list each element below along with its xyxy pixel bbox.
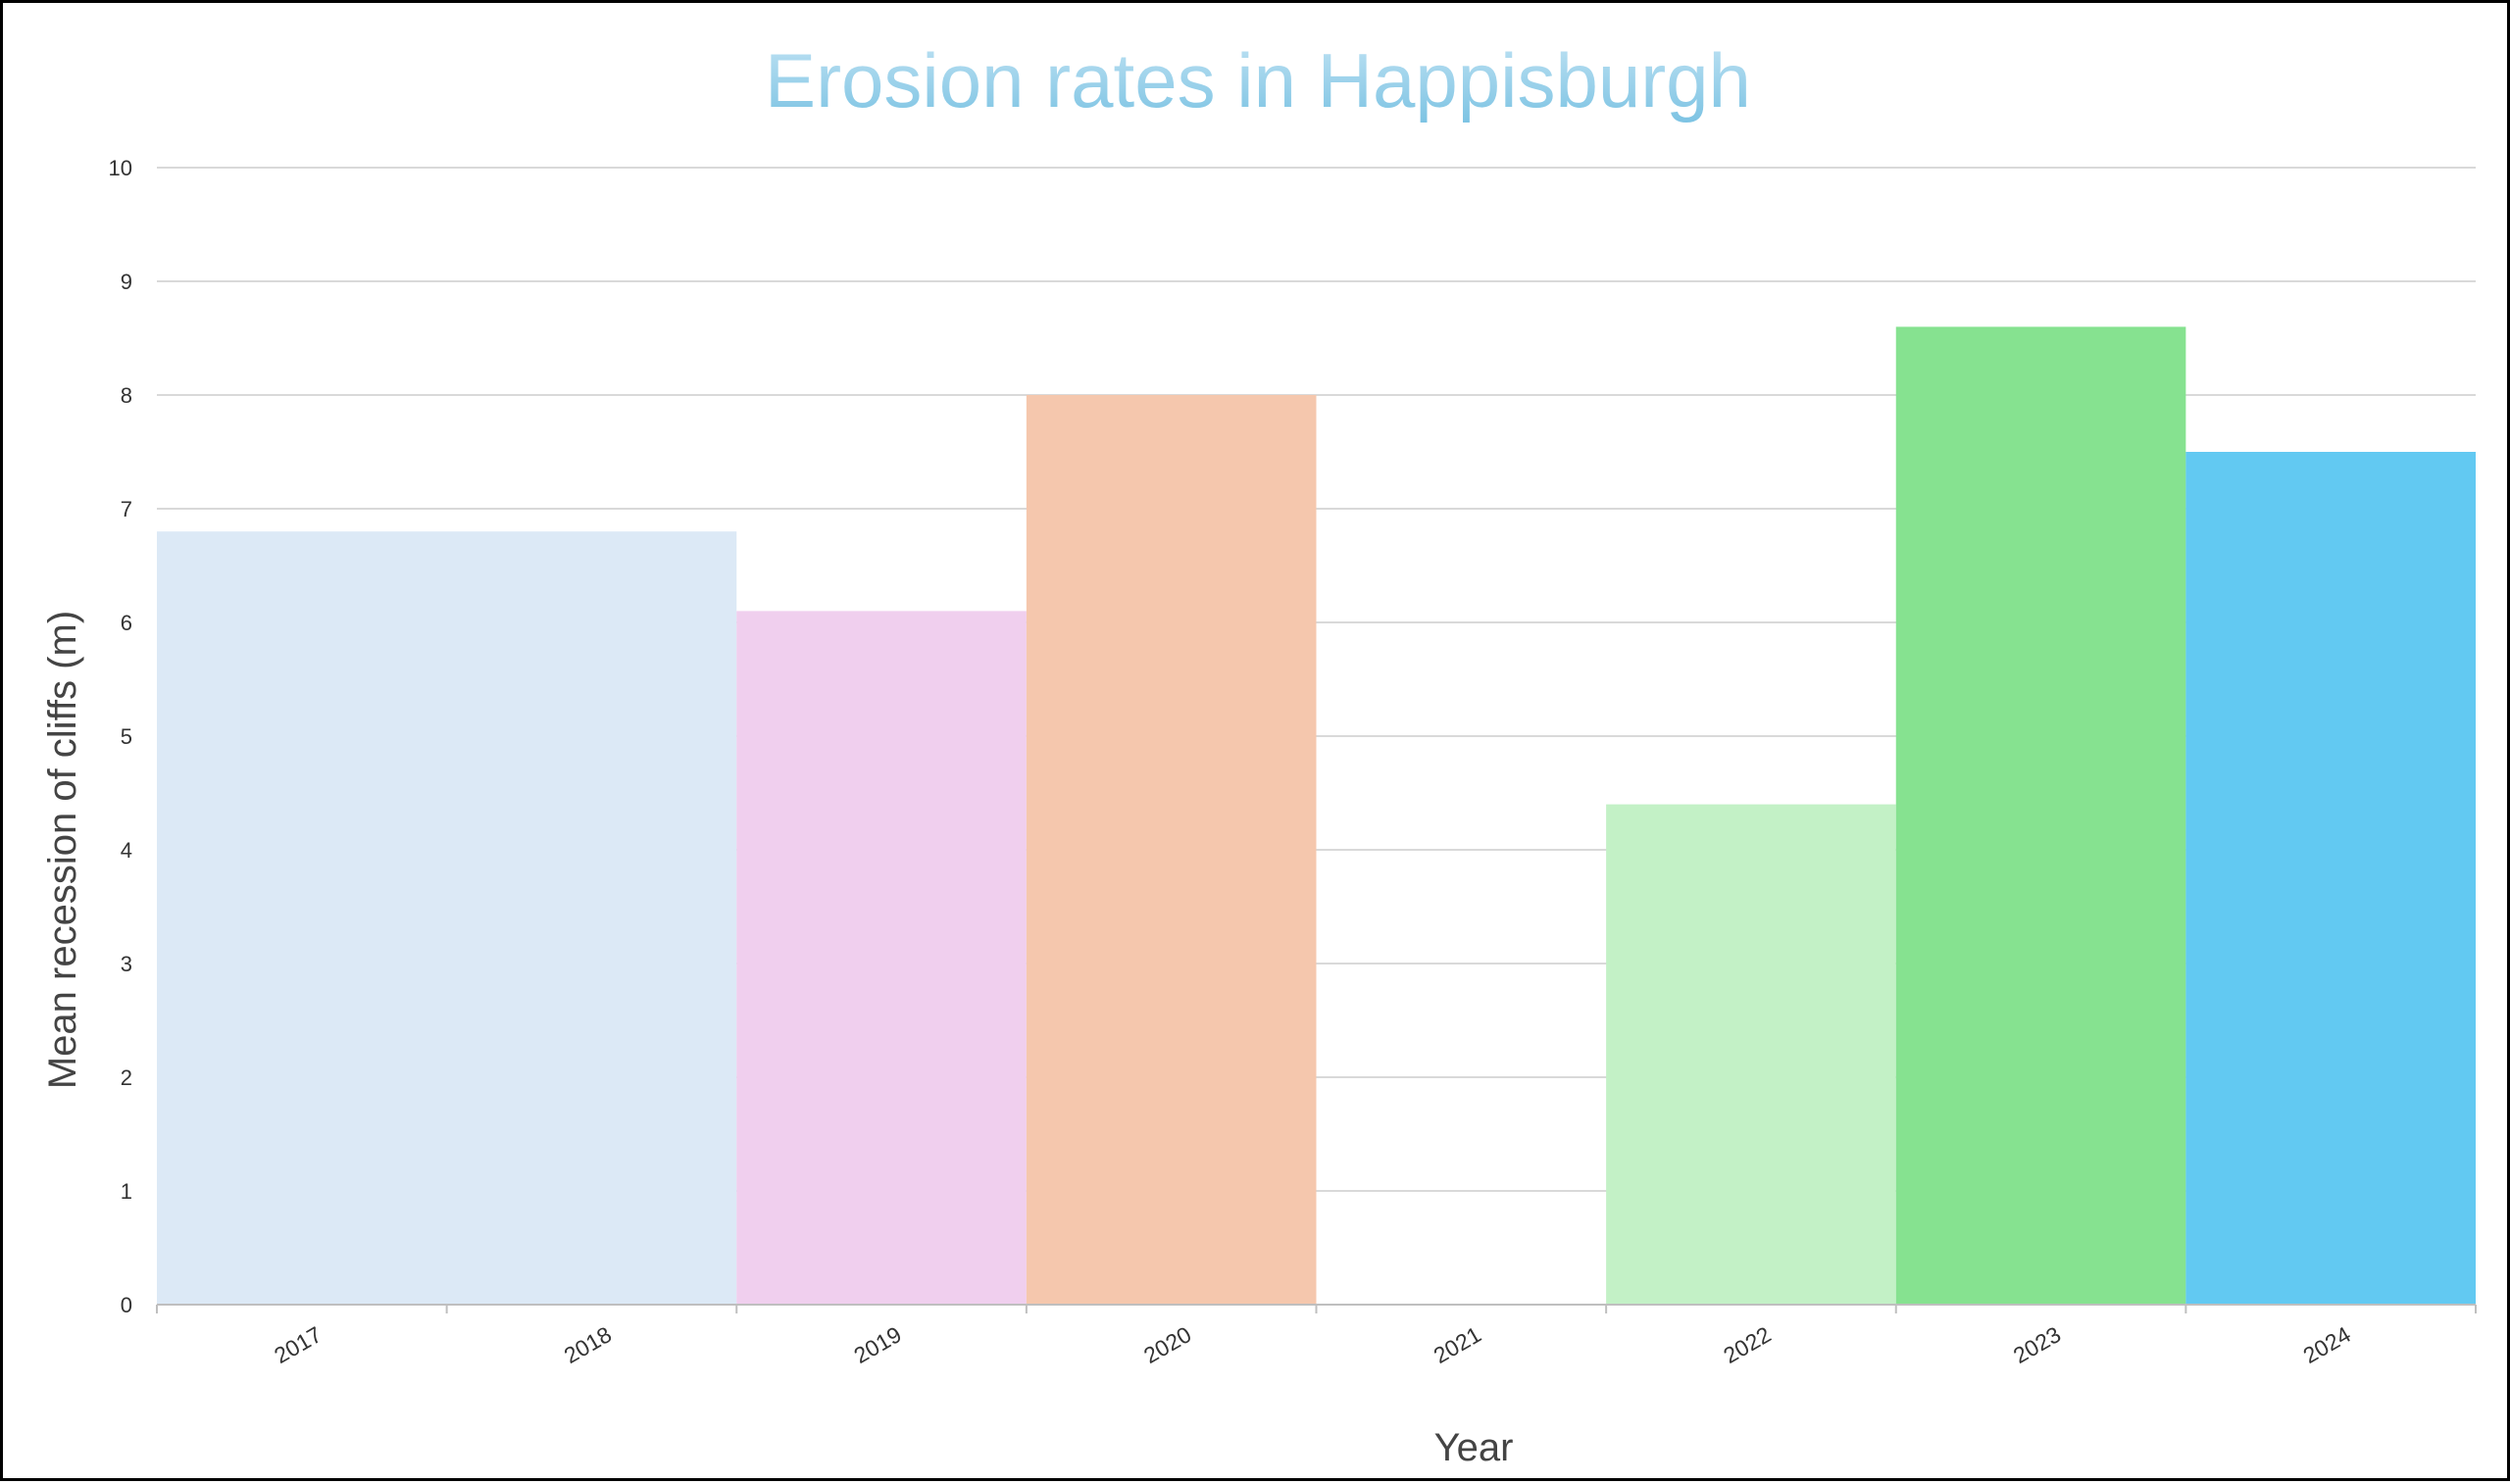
y-tick-label: 6 — [121, 611, 132, 635]
x-tick-label: 2018 — [560, 1321, 616, 1368]
bar-2017 — [157, 531, 737, 1305]
y-tick-label: 3 — [121, 952, 132, 976]
y-tick-label: 7 — [121, 497, 132, 521]
x-axis — [156, 1304, 2477, 1313]
y-tick-label: 8 — [121, 383, 132, 408]
y-tick-label: 4 — [121, 838, 132, 863]
bar-2024 — [2185, 452, 2476, 1305]
bars — [157, 326, 2476, 1305]
y-axis-label: Mean recession of cliffs (m) — [41, 611, 84, 1089]
y-tick-label: 0 — [121, 1293, 132, 1317]
y-tick-label: 9 — [121, 270, 132, 294]
x-tick-label: 2021 — [1430, 1321, 1485, 1368]
x-tick-label: 2024 — [2299, 1321, 2355, 1368]
y-tick-label: 10 — [109, 156, 132, 180]
bar-2023 — [1895, 326, 2186, 1305]
y-tick-label: 2 — [121, 1065, 132, 1090]
bar-2020 — [1026, 395, 1317, 1305]
x-tick-label: 2022 — [1719, 1321, 1775, 1368]
y-tick-labels: 0 1 2 3 4 5 6 7 8 9 10 — [109, 156, 132, 1317]
bar-chart: 0 1 2 3 4 5 6 7 8 9 10 2017 2018 2019 2020 2021 2022 202… — [41, 37, 2477, 1469]
x-tick-label: 2019 — [849, 1321, 905, 1368]
x-tick-label: 2020 — [1139, 1321, 1195, 1368]
x-tick-labels: 2017 2018 2019 2020 2021 2022 2023 2024 — [270, 1321, 2355, 1368]
bar-2022 — [1606, 804, 1896, 1305]
x-tick-label: 2017 — [270, 1321, 326, 1368]
y-tick-label: 5 — [121, 724, 132, 749]
x-axis-label: Year — [1434, 1426, 1514, 1469]
bar-2019 — [736, 611, 1027, 1305]
y-tick-label: 1 — [121, 1179, 132, 1204]
chart-title: Erosion rates in Happisburgh — [765, 37, 1751, 124]
x-tick-label: 2023 — [2009, 1321, 2065, 1368]
